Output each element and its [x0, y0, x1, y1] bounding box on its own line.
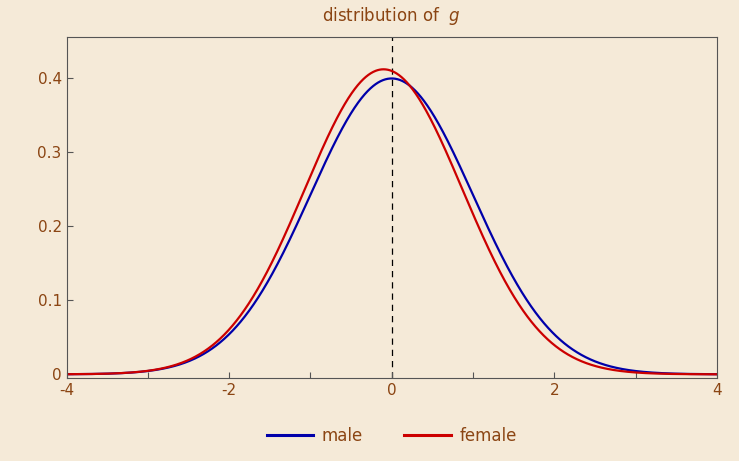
Legend: male, female: male, female	[260, 420, 523, 452]
Text: distribution of  $g$: distribution of $g$	[322, 5, 461, 27]
